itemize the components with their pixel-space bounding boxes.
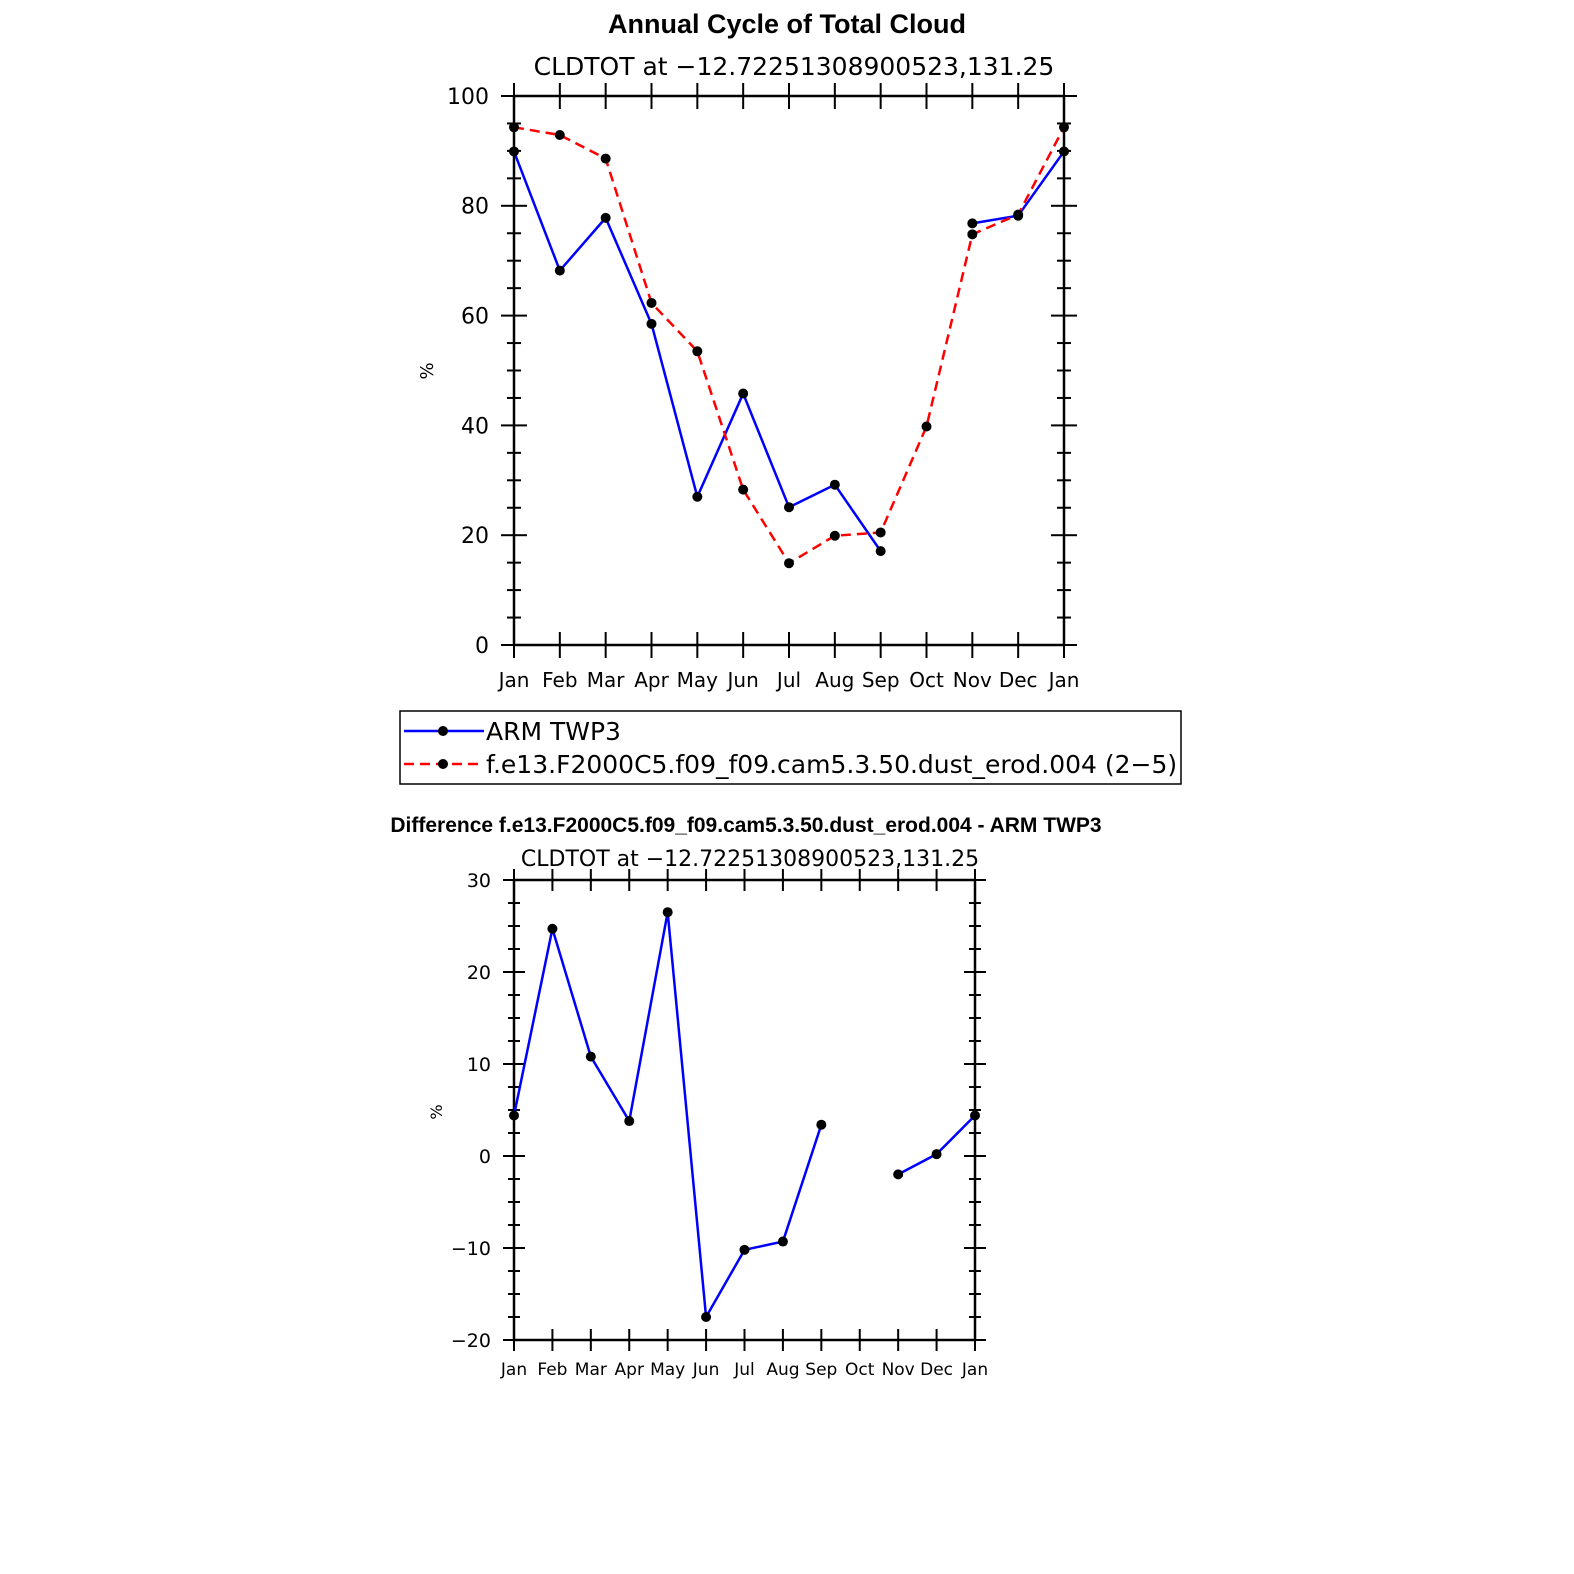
data-point-0 — [600, 212, 611, 223]
chart1-title: Annual Cycle of Total Cloud — [608, 9, 966, 39]
data-point-0 — [829, 479, 840, 490]
y-tick-label: 0 — [479, 1146, 491, 1168]
y-tick-label: 100 — [447, 85, 489, 110]
data-point-0 — [509, 1110, 519, 1121]
x-tick-label: Jul — [733, 1360, 755, 1380]
y-tick-label: 20 — [461, 524, 489, 549]
data-point-0 — [1059, 146, 1069, 157]
data-point-0 — [701, 1312, 712, 1322]
x-tick-label: Apr — [634, 668, 669, 692]
chart1-ylabel: % — [417, 362, 438, 379]
x-tick-label: Jul — [775, 668, 801, 692]
x-tick-label: Aug — [766, 1360, 799, 1380]
data-point-1 — [784, 558, 794, 569]
data-point-0 — [585, 1051, 596, 1062]
data-point-0 — [967, 218, 978, 229]
x-tick-label: Dec — [920, 1360, 953, 1380]
chart1-legend: ARM TWP3 f.e13.F2000C5.f09_f09.cam5.3.50… — [399, 710, 1182, 785]
data-point-1 — [646, 297, 657, 308]
x-tick-label: Mar — [575, 1360, 607, 1380]
x-tick-label: Sep — [862, 668, 900, 692]
data-point-1 — [554, 129, 565, 140]
y-tick-label: 60 — [461, 305, 489, 330]
data-point-1 — [1013, 209, 1024, 220]
x-tick-label: Feb — [542, 668, 577, 692]
data-point-0 — [931, 1149, 942, 1160]
data-point-0 — [739, 1244, 750, 1255]
x-tick-label: Mar — [587, 668, 626, 692]
legend-marker-model — [438, 759, 448, 769]
x-tick-label: Oct — [845, 1360, 875, 1380]
x-tick-label: Aug — [815, 668, 854, 692]
y-tick-label: 80 — [461, 195, 489, 220]
y-tick-label: 30 — [467, 870, 491, 892]
data-point-1 — [967, 229, 978, 240]
legend-box — [399, 710, 1182, 785]
data-point-1 — [509, 122, 519, 133]
data-point-0 — [893, 1169, 904, 1180]
y-tick-label: −10 — [451, 1238, 491, 1260]
legend-marker-arm — [438, 726, 448, 736]
chart2-title: Difference f.e13.F2000C5.f09_f09.cam5.3.… — [390, 814, 1101, 837]
x-tick-label: Jun — [726, 668, 759, 692]
x-tick-label: Oct — [909, 668, 944, 692]
x-tick-label: Sep — [805, 1360, 837, 1380]
chart1-subtitle: CLDTOT at −12.72251308900523,131.25 — [534, 52, 1055, 81]
data-point-0 — [777, 1236, 788, 1247]
data-point-1 — [600, 153, 611, 164]
x-tick-label: Feb — [537, 1360, 567, 1380]
chart2-plot-area: −20 −10 0 10 20 30 Jan Feb Mar Apr May Jun Jul Aug Sep… — [451, 869, 988, 1380]
y-tick-label: 20 — [467, 962, 491, 984]
data-point-0 — [692, 491, 703, 502]
chart1-plot-area: 0 20 40 60 80 100 Jan Feb Mar Apr May Jun Jul Aug Sep O… — [447, 83, 1079, 692]
data-point-1 — [921, 421, 932, 432]
x-tick-label: Jan — [500, 1360, 527, 1380]
data-point-1 — [1059, 122, 1069, 133]
data-point-1 — [692, 346, 703, 357]
data-point-0 — [816, 1119, 827, 1130]
series-line-0 — [512, 910, 823, 1319]
data-point-0 — [554, 265, 565, 276]
x-tick-label: Nov — [882, 1360, 915, 1380]
x-tick-label: Dec — [999, 668, 1038, 692]
x-tick-label: Apr — [615, 1360, 644, 1380]
data-point-0 — [970, 1110, 980, 1121]
series-line-0 — [897, 1114, 976, 1176]
x-tick-label: May — [677, 668, 719, 692]
data-point-0 — [875, 546, 886, 557]
y-tick-label: 10 — [467, 1054, 491, 1076]
chart2-subtitle: CLDTOT at −12.72251308900523,131.25 — [521, 847, 979, 872]
x-tick-label: Jun — [692, 1360, 720, 1380]
x-tick-label: Jan — [497, 668, 530, 692]
x-tick-label: Jan — [1047, 668, 1080, 692]
x-tick-label: May — [650, 1360, 685, 1380]
data-point-1 — [875, 527, 886, 538]
data-point-0 — [662, 907, 673, 918]
legend-label-arm: ARM TWP3 — [486, 717, 621, 746]
chart2-ylabel: % — [427, 1104, 446, 1119]
y-tick-label: −20 — [451, 1330, 491, 1352]
data-point-0 — [738, 388, 749, 399]
data-point-0 — [646, 318, 657, 329]
y-tick-label: 40 — [461, 414, 489, 439]
plot-frame — [512, 878, 977, 1342]
data-point-0 — [784, 502, 794, 513]
y-tick-label: 0 — [475, 634, 489, 659]
data-point-0 — [547, 923, 558, 934]
data-point-0 — [509, 146, 519, 157]
data-point-0 — [624, 1116, 635, 1127]
legend-label-model: f.e13.F2000C5.f09_f09.cam5.3.50.dust_ero… — [486, 750, 1177, 779]
data-point-1 — [738, 484, 749, 495]
data-point-1 — [829, 530, 840, 541]
x-tick-label: Nov — [953, 668, 992, 692]
x-tick-label: Jan — [961, 1360, 988, 1380]
series-line-1 — [513, 126, 1066, 565]
